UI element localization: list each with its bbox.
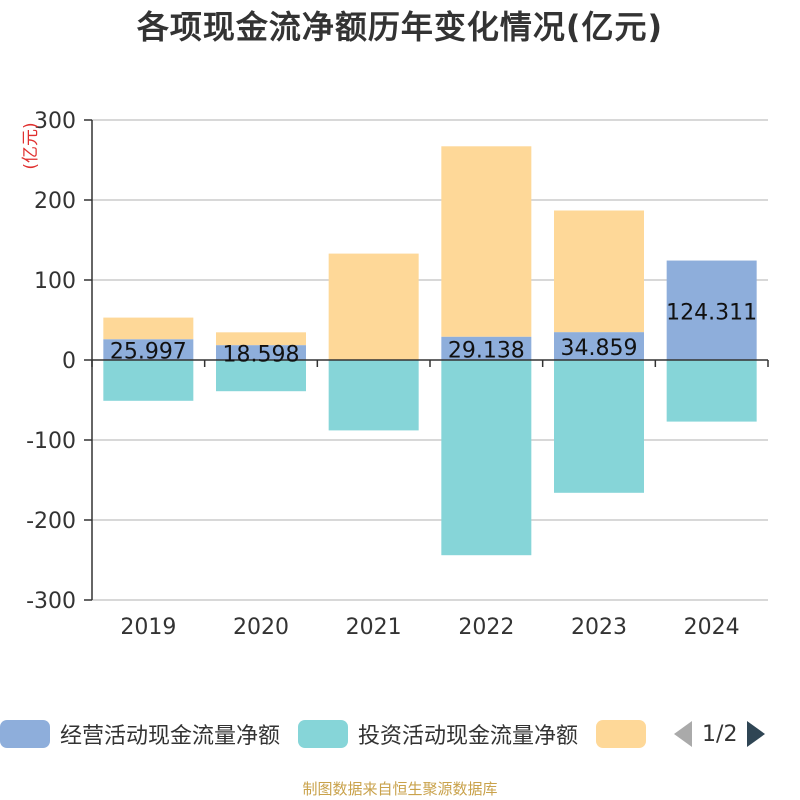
bar-operating-2023 — [554, 332, 644, 360]
legend-swatch-operating — [0, 720, 50, 748]
bar-operating-2020 — [216, 345, 306, 360]
x-tick-label: 2020 — [233, 615, 289, 640]
legend-item-operating[interactable]: 经营活动现金流量净额 — [0, 718, 280, 750]
x-tick-label: 2021 — [346, 615, 402, 640]
legend-label-investing: 投资活动现金流量净额 — [358, 724, 579, 749]
data-label-operating: 34.859 — [561, 336, 638, 361]
y-tick-label: 200 — [34, 189, 76, 214]
chart-title: 各项现金流净额历年变化情况(亿元) — [136, 8, 664, 46]
source-note: 制图数据来自恒生聚源数据库 — [302, 780, 498, 798]
bar-financing-2020 — [216, 332, 306, 346]
legend-item-financing[interactable] — [596, 720, 656, 748]
y-tick-label: -200 — [26, 509, 76, 534]
labels-layer: 2019 2020 2021 2022 2023 2024 25.997 18.598 29.1… — [110, 300, 757, 640]
bar-investing-2024 — [666, 360, 757, 422]
y-tick-label: 300 — [34, 109, 76, 134]
y-axis-unit-label: (亿元) — [21, 122, 41, 169]
y-tick-label: -100 — [26, 429, 76, 454]
bar-investing-2020 — [216, 360, 306, 392]
legend-label-operating: 经营活动现金流量净额 — [60, 724, 281, 749]
legend-item-investing[interactable]: 投资活动现金流量净额 — [298, 718, 578, 750]
axes-layer: 300 200 100 0 -100 -200 -300 (亿元) — [21, 109, 769, 614]
legend-page-indicator: 1/2 — [702, 721, 738, 747]
legend-prev-page-icon[interactable] — [674, 721, 693, 747]
y-tick-label: 100 — [34, 269, 76, 294]
data-label-operating: 25.997 — [110, 340, 187, 365]
bar-financing-2021 — [328, 253, 419, 360]
bar-financing-2023 — [554, 210, 644, 333]
grid-layer — [92, 119, 768, 601]
bar-investing-2023 — [554, 360, 644, 493]
bar-operating-2022 — [441, 336, 532, 360]
bar-investing-2022 — [441, 360, 532, 556]
legend-swatch-investing — [298, 720, 349, 748]
y-tick-label: 0 — [62, 349, 76, 374]
data-label-operating: 18.598 — [223, 343, 300, 368]
legend-swatch-financing — [596, 720, 647, 748]
legend-pager: 1/2 — [674, 721, 766, 747]
data-label-operating: 29.138 — [448, 338, 525, 363]
x-tick-label: 2023 — [571, 615, 627, 640]
bar-financing-2022 — [441, 146, 532, 337]
y-tick-label: -300 — [26, 589, 76, 614]
bar-investing-2021 — [328, 360, 419, 431]
x-tick-label: 2019 — [120, 615, 176, 640]
x-tick-label: 2022 — [458, 615, 514, 640]
bar-operating-2019 — [103, 339, 194, 360]
legend-next-page-icon[interactable] — [747, 721, 766, 747]
bar-investing-2019 — [103, 360, 194, 401]
chart-legend: 经营活动现金流量净额 投资活动现金流量净额 1/2 — [0, 716, 766, 752]
bar-operating-2024 — [666, 260, 757, 360]
data-label-operating: 124.311 — [666, 300, 757, 325]
bar-financing-2019 — [103, 317, 194, 340]
bars-layer — [103, 146, 757, 556]
x-tick-label: 2024 — [684, 615, 740, 640]
